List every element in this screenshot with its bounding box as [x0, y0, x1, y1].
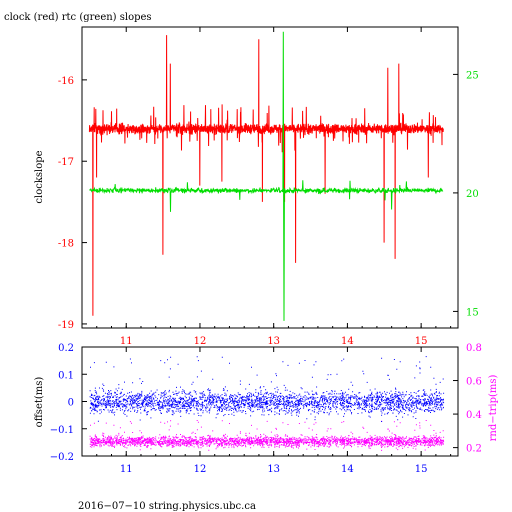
- bottom-x-axis: 11 12 13 14 15: [81, 347, 452, 475]
- y-tick-label: -16: [58, 76, 74, 87]
- x-tick-label: 11: [120, 464, 133, 475]
- y-tick-label: −0.1: [50, 425, 74, 436]
- x-tick-label: 15: [415, 464, 428, 475]
- chart-title: clock (red) rtc (green) slopes: [4, 12, 152, 23]
- bottom-ylabel: offset(ms): [34, 377, 45, 428]
- roundtrip-series: [89, 420, 445, 451]
- x-tick-label: 14: [341, 336, 354, 347]
- x-tick-label: 15: [415, 336, 428, 347]
- top-left-y-axis: -16 -17 -18 -19: [58, 76, 87, 331]
- roundtrip-points: [89, 420, 445, 451]
- y-tick-label: -17: [58, 157, 74, 168]
- y2-tick-label: 0.8: [466, 343, 482, 354]
- clock-line: [88, 35, 444, 316]
- x-tick-label: 13: [267, 464, 280, 475]
- y2-tick-label: 0.2: [466, 444, 482, 455]
- y2-tick-label: 0.4: [466, 410, 482, 421]
- y-tick-label: −0.2: [50, 452, 74, 463]
- footer-text: 2016−07−10 string.physics.ubc.ca: [78, 501, 256, 512]
- x-tick-label: 14: [341, 464, 354, 475]
- y-tick-label: -19: [58, 320, 74, 331]
- x-tick-label: 12: [194, 336, 207, 347]
- y-tick-label: 0.1: [58, 370, 74, 381]
- bottom-chart: 11 12 13 14 15 0.2 0.1 0 −0.1 −0.2 0.8 0.6 0.4 0.2 …: [34, 343, 499, 475]
- bottom-left-y-axis: 0.2 0.1 0 −0.1 −0.2: [50, 343, 87, 463]
- top-chart: 11 12 13 14 15 -16 -17 -18 -19 25 20 15 clockslop…: [34, 26, 479, 347]
- rtc-slope-series: [89, 31, 444, 321]
- y2-tick-label: 0.6: [466, 377, 482, 388]
- clock-slope-series: [88, 35, 444, 316]
- top-frame: [81, 26, 459, 329]
- y2-tick-label: 25: [466, 70, 479, 81]
- rtc-line: [89, 31, 444, 321]
- y2-tick-label: 15: [466, 307, 479, 318]
- y-tick-label: -18: [58, 239, 74, 250]
- top-ylabel: clockslope: [34, 150, 45, 203]
- y2-tick-label: 20: [466, 189, 479, 200]
- y-tick-label: 0.2: [58, 343, 74, 354]
- top-right-y-axis: 25 20 15: [453, 70, 479, 318]
- x-tick-label: 13: [267, 336, 280, 347]
- x-tick-label: 11: [120, 336, 133, 347]
- bottom-right-y-axis: 0.8 0.6 0.4 0.2: [453, 343, 482, 455]
- x-tick-label: 12: [194, 464, 207, 475]
- bottom-y2label: rnd−trip(ms): [488, 374, 499, 441]
- top-x-axis: 11 12 13 14 15: [81, 27, 452, 347]
- y-tick-label: 0: [68, 398, 74, 409]
